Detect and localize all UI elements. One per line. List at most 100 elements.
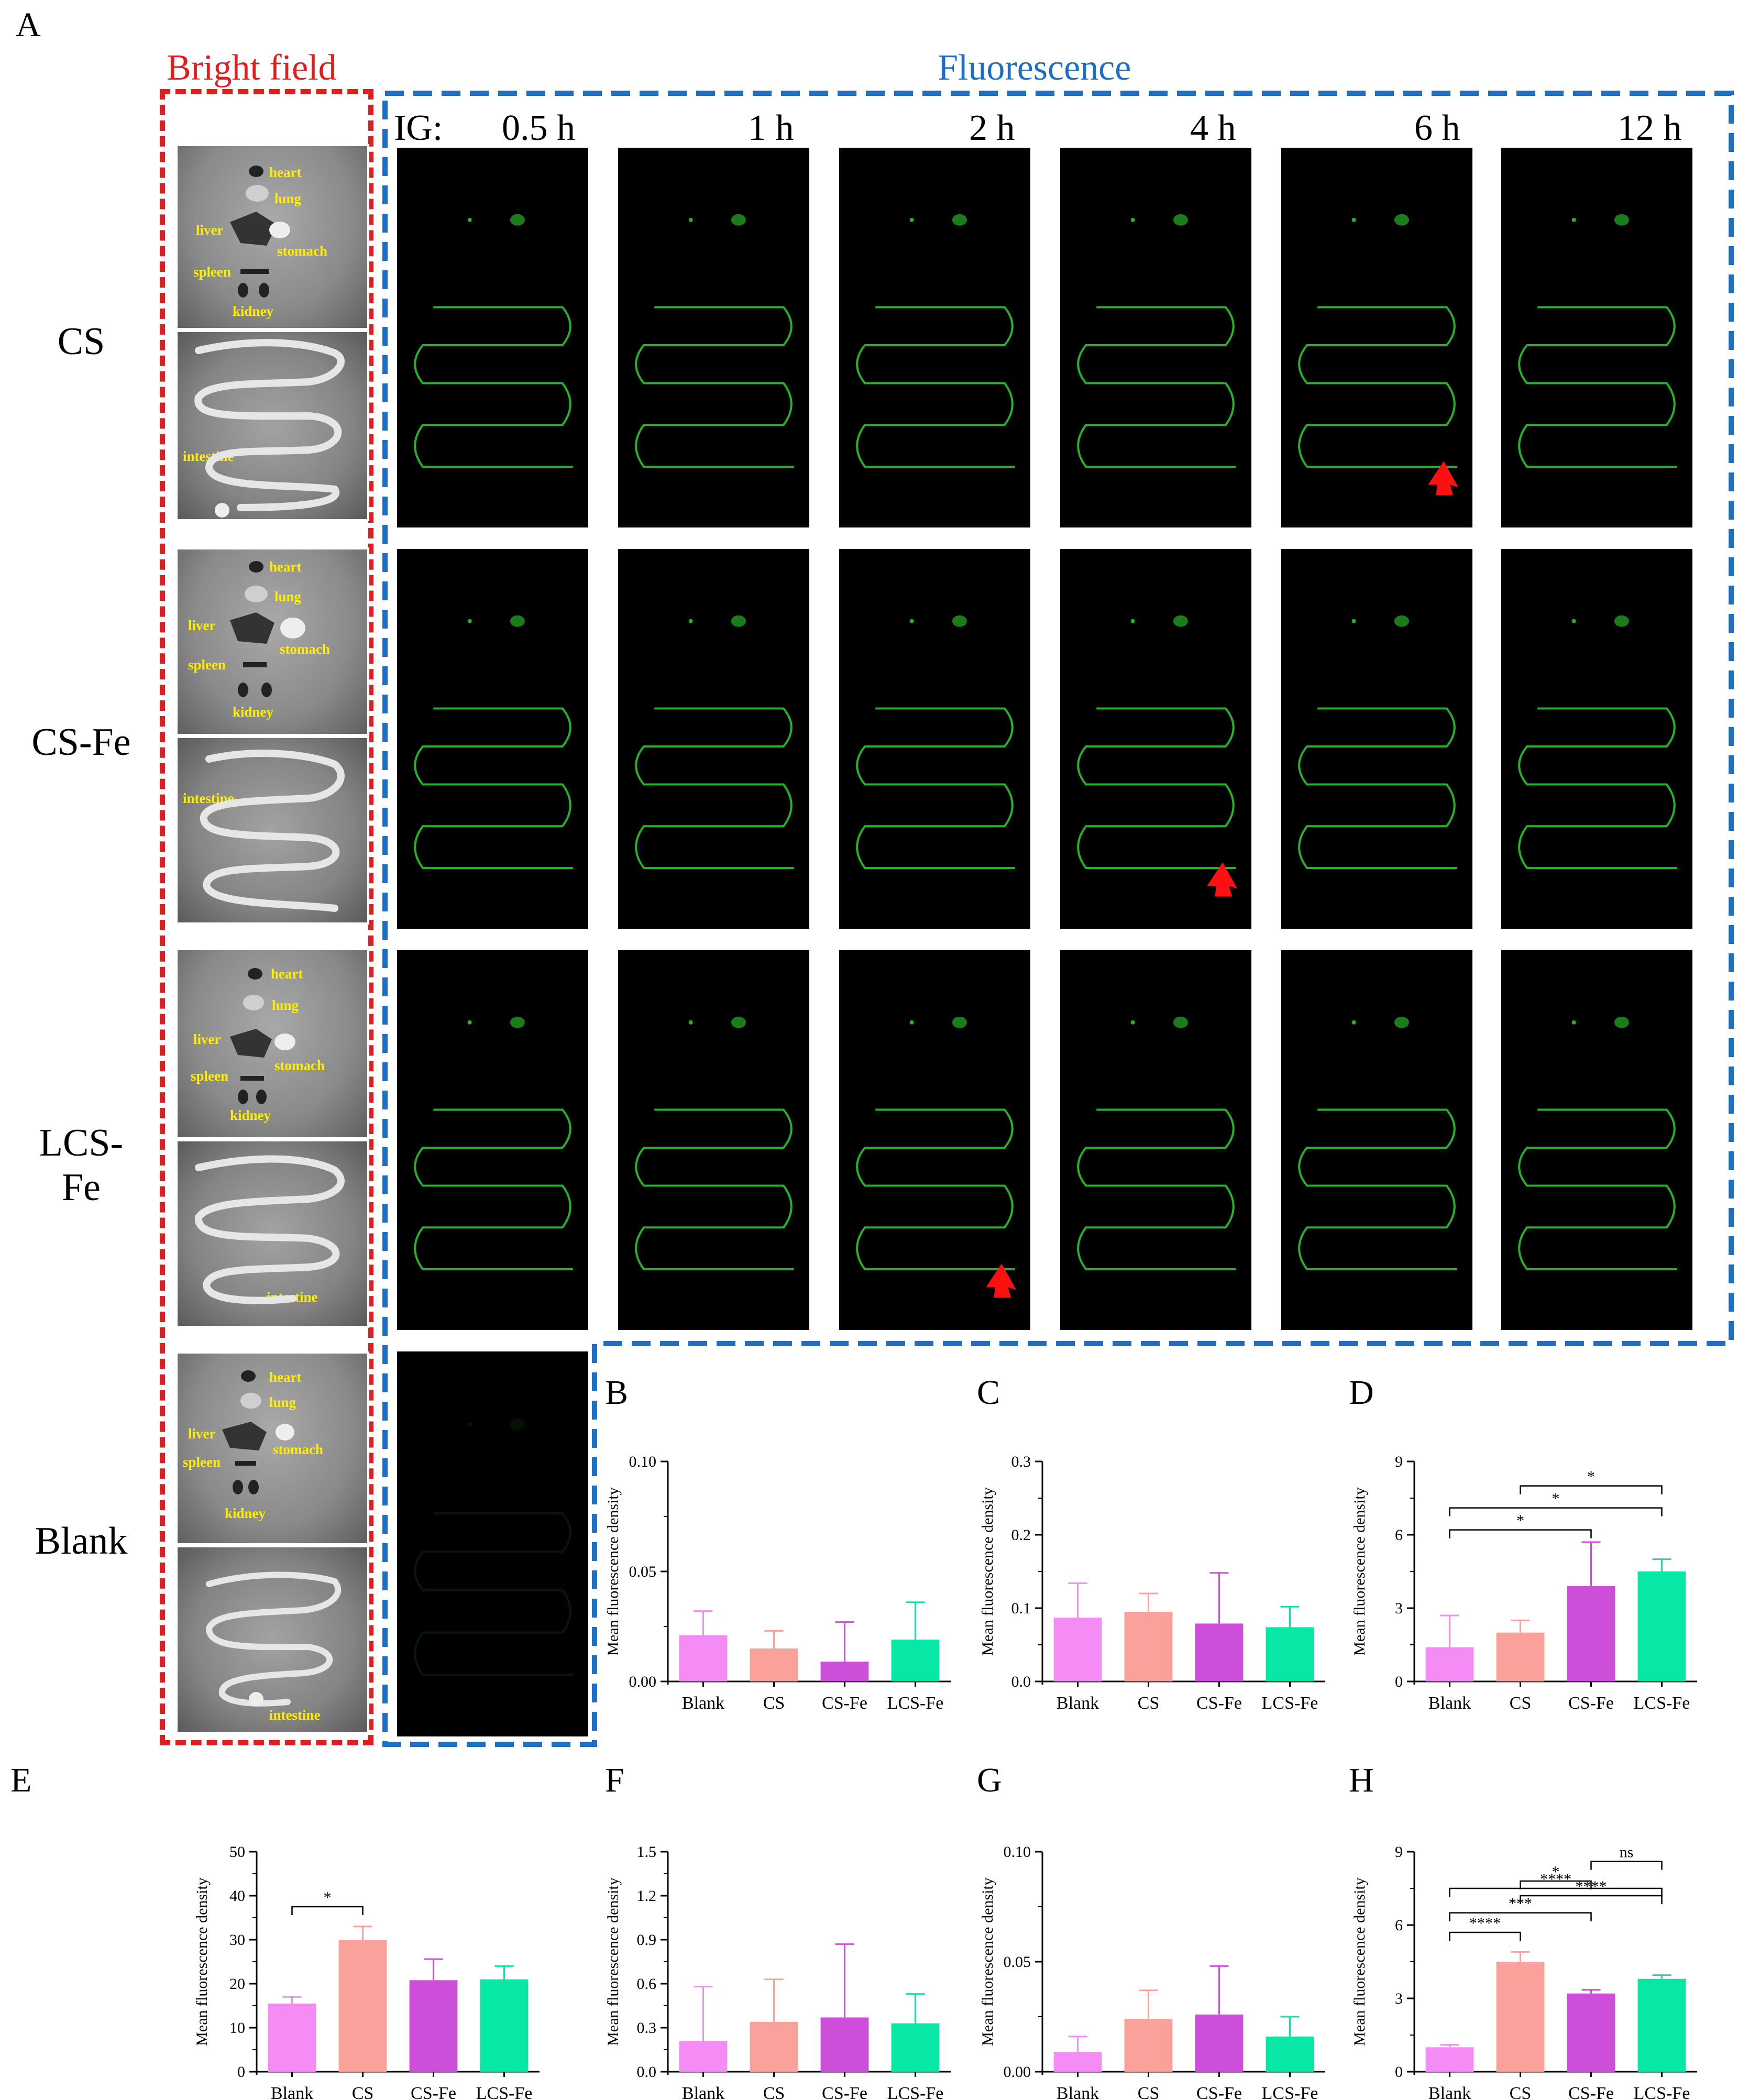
x-tick-label: CS xyxy=(352,2084,374,2100)
fluorescence-image-cs-4h xyxy=(1060,148,1251,527)
fluorescence-image-lcs-fe-1h xyxy=(618,950,809,1330)
heart-signal-spot xyxy=(1351,1020,1356,1025)
intestine-signal-trace xyxy=(635,306,794,468)
significance-bracket xyxy=(1449,1887,1663,1897)
y-axis-label: Mean fluorescence density xyxy=(193,1877,211,2046)
row-label-lcs-fe: LCS-Fe xyxy=(39,1122,124,1209)
stomach-signal-spot xyxy=(731,1016,746,1028)
intestine-silhouette xyxy=(200,750,345,912)
stomach-signal-spot xyxy=(952,214,967,226)
fluorescence-image-cs-fe-05h xyxy=(397,549,588,929)
heart-signal-spot xyxy=(909,1020,914,1025)
organ-silhouettes xyxy=(230,166,290,298)
fluorescence-title: Fluorescence xyxy=(938,48,1131,88)
y-tick-label: 9 xyxy=(1395,1843,1403,1861)
fluorescence-image-cs-6h xyxy=(1281,148,1472,527)
stomach-signal-spot xyxy=(731,615,746,627)
fluorescence-image-cs-12h xyxy=(1501,148,1692,527)
panel-letter-g: G xyxy=(977,1761,1002,1799)
heart-signal-spot xyxy=(1130,1020,1135,1025)
y-tick-label: 0.3 xyxy=(637,2019,657,2037)
y-tick-label: 40 xyxy=(229,1887,245,1905)
bright-field-organs-blank: heart lung liver stomach spleen kidney xyxy=(175,1351,369,1545)
organ-label-liver: liver xyxy=(196,222,224,238)
organ-label-lung: lung xyxy=(272,997,299,1013)
intestine-signal-trace xyxy=(1518,306,1677,468)
y-tick-label: 10 xyxy=(229,2019,245,2037)
y-axis-label: Mean fluorescence density xyxy=(979,1877,996,2046)
intestine-silhouette xyxy=(194,339,345,518)
intestine-silhouette xyxy=(205,1571,342,1707)
bar-cs-fe xyxy=(409,1980,458,2072)
stomach-signal-spot xyxy=(510,1419,525,1431)
significance-label: **** xyxy=(1469,1915,1501,1932)
heart-signal-spot xyxy=(688,619,693,623)
significance-label: ns xyxy=(1620,1844,1634,1861)
heart-signal-spot xyxy=(467,619,472,623)
y-tick-label: 0.9 xyxy=(637,1931,657,1949)
organ-label-heart: heart xyxy=(269,164,302,180)
organ-label-liver: liver xyxy=(188,618,216,633)
x-tick-label: Blank xyxy=(1057,2084,1099,2100)
panel-letter-f: F xyxy=(605,1761,624,1799)
heart-signal-spot xyxy=(1130,619,1135,623)
bright-field-organs-cs-fe: heart lung liver stomach spleen kidney xyxy=(175,547,369,736)
panel-letter-a: A xyxy=(16,6,41,44)
bar-blank xyxy=(679,2041,728,2072)
stomach-signal-spot xyxy=(1173,214,1188,226)
x-tick-label: Blank xyxy=(271,2084,313,2100)
stomach-signal-spot xyxy=(1173,615,1188,627)
stomach-signal-spot xyxy=(1394,1016,1409,1028)
row-label-cs-fe: CS-Fe xyxy=(31,721,131,764)
x-tick-label: CS-Fe xyxy=(1196,2084,1242,2100)
fluorescence-image-blank xyxy=(397,1351,588,1736)
bar-lcs-fe xyxy=(1266,2036,1314,2072)
stomach-signal-spot xyxy=(1614,615,1629,627)
y-tick-label: 0.05 xyxy=(1004,1953,1031,1971)
time-label-12h: 12 h xyxy=(1618,108,1682,148)
y-tick-label: 1.2 xyxy=(637,1887,657,1905)
bright-field-intestine-lcs-fe: intestine xyxy=(175,1139,369,1328)
intestine-signal-trace xyxy=(414,1108,573,1270)
organ-silhouettes xyxy=(222,1370,294,1494)
significance-label: **** xyxy=(1576,1878,1607,1895)
x-tick-label: LCS-Fe xyxy=(476,2084,533,2100)
organ-label-spleen: spleen xyxy=(188,657,226,673)
organ-label-stomach: stomach xyxy=(280,641,330,657)
red-arrow-marker xyxy=(1207,862,1238,897)
bar-cs xyxy=(1124,2019,1173,2072)
intestine-signal-trace xyxy=(1077,1108,1236,1270)
heart-signal-spot xyxy=(1571,217,1576,222)
y-tick-label: 0.0 xyxy=(637,2063,657,2081)
fluorescence-image-cs-fe-4h xyxy=(1060,549,1251,929)
stomach-signal-spot xyxy=(510,1016,525,1028)
significance-label: * xyxy=(1552,1863,1560,1881)
intestine-signal-trace xyxy=(1298,1108,1457,1270)
heart-signal-spot xyxy=(909,217,914,222)
intestine-signal-trace xyxy=(856,707,1015,869)
stomach-signal-spot xyxy=(1394,615,1409,627)
intestine-signal-trace xyxy=(635,707,794,869)
x-tick-label: Blank xyxy=(1428,2084,1471,2100)
intestine-signal-trace xyxy=(414,306,573,468)
bar-cs-fe xyxy=(820,2017,869,2072)
organ-label-liver: liver xyxy=(193,1031,221,1047)
time-label-0-5h: 0.5 h xyxy=(502,108,575,148)
intestine-signal-trace xyxy=(1077,707,1236,869)
organ-label-stomach: stomach xyxy=(274,1058,325,1073)
y-tick-label: 30 xyxy=(229,1931,245,1949)
x-tick-label: LCS-Fe xyxy=(1262,2084,1318,2100)
bright-field-organs-cs: heart lung liver stomach spleen kidney xyxy=(175,144,369,330)
organ-label-kidney: kidney xyxy=(225,1505,266,1521)
bright-field-box xyxy=(160,89,373,1745)
bright-field-organs-lcs-fe: heart lung liver stomach spleen kidney xyxy=(175,948,369,1139)
panel-letter-e: E xyxy=(10,1761,31,1799)
y-axis-label: Mean fluorescence density xyxy=(604,1877,622,2046)
y-tick-label: 50 xyxy=(229,1843,245,1861)
significance-bracket xyxy=(1520,1895,1663,1904)
heart-signal-spot xyxy=(467,217,472,222)
heart-signal-spot xyxy=(1351,619,1356,623)
organ-label-spleen: spleen xyxy=(193,264,232,280)
organ-label-lung: lung xyxy=(274,191,302,206)
intestine-signal-trace xyxy=(1518,707,1677,869)
